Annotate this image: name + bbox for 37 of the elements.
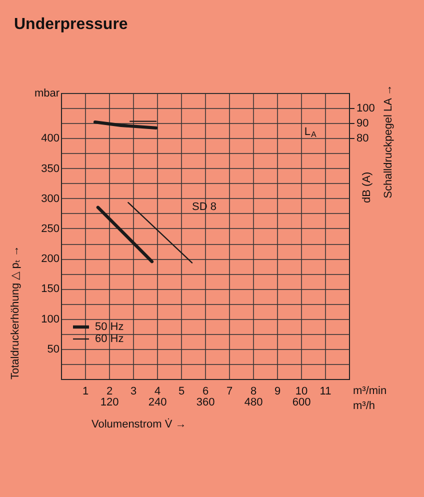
legend-label: 50 Hz <box>95 321 124 333</box>
x-tick-label: 7 <box>226 386 233 398</box>
y-tick-label: mbar <box>34 88 60 100</box>
x2-tick-label: 240 <box>148 396 167 408</box>
y-tick-label: 150 <box>41 283 60 296</box>
y-tick-label: 100 <box>41 313 60 326</box>
text: m³/h <box>353 400 375 412</box>
x-tick-label: 2 <box>106 386 113 398</box>
legend-label: 60 Hz <box>95 333 124 345</box>
y-tick-label: 200 <box>41 253 60 266</box>
text: dB (A) <box>361 172 373 203</box>
y-tick-label: 250 <box>41 222 60 235</box>
x-tick-label: 4 <box>154 386 161 398</box>
x-tick-label: 10 <box>295 386 308 398</box>
chart-title: Underpressure <box>14 16 128 33</box>
x2-tick-label: 480 <box>244 396 263 408</box>
x-tick-label: 8 <box>250 386 257 398</box>
x-tick-label: 6 <box>202 386 209 398</box>
y-tick-label: 300 <box>41 192 60 205</box>
y2-tick-label: 90 <box>356 118 369 130</box>
y-tick-label: 400 <box>41 132 60 145</box>
y-axis-title: Totaldruckerhöhung △ pₜ → <box>9 246 22 380</box>
x-axis-title: Volumenstrom V̇ → <box>92 418 186 430</box>
y-tick-label: 50 <box>47 343 60 356</box>
x2-tick-label: 600 <box>292 396 311 408</box>
x-tick-label: 11 <box>320 386 332 398</box>
x2-tick-label: 360 <box>196 396 215 408</box>
y2-tick-label: 100 <box>356 102 375 115</box>
x-tick-label: 9 <box>274 386 281 398</box>
x2-tick-label: 120 <box>100 396 119 408</box>
x-tick-label: 3 <box>130 386 137 398</box>
x-tick-label: 5 <box>178 386 185 398</box>
y2-axis-title: Schalldruckpegel LA → <box>382 84 394 198</box>
y2-tick-label: 80 <box>356 132 369 145</box>
x-tick-label: 1 <box>82 386 89 398</box>
text: m³/min <box>353 385 387 397</box>
y-tick-label: 350 <box>41 162 60 175</box>
